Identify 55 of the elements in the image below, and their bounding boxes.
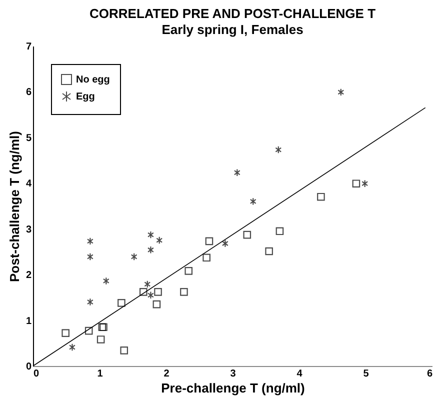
- point: [317, 192, 325, 201]
- point: [69, 343, 76, 352]
- y-axis-title: Post-challenge T (ng/ml): [6, 131, 22, 282]
- point: [144, 280, 151, 288]
- point: [86, 252, 94, 261]
- y-tick-label: 5: [26, 132, 32, 144]
- point: [152, 300, 161, 308]
- x-tick-label: 1: [97, 368, 104, 380]
- point: [265, 247, 273, 256]
- chart-subtitle: Early spring I, Females: [162, 22, 304, 37]
- point: [156, 236, 163, 244]
- point: [84, 326, 93, 335]
- y-tick-label: 7: [26, 42, 32, 52]
- x-tick-label: 6: [426, 368, 433, 380]
- point: [250, 198, 256, 206]
- y-tick-label: 6: [26, 87, 32, 98]
- point: [102, 277, 110, 285]
- x-tick-label: 0: [34, 368, 40, 380]
- y-tick-label: 2: [26, 270, 32, 282]
- x-tick-label: 2: [164, 368, 170, 380]
- point: [86, 298, 94, 306]
- point: [62, 329, 70, 337]
- chart-title: CORRELATED PRE AND POST-CHALLENGE T: [89, 6, 376, 21]
- point: [202, 254, 210, 262]
- point: [222, 240, 228, 248]
- point: [275, 146, 282, 154]
- point: [147, 230, 154, 239]
- x-tick-label: 3: [230, 368, 236, 380]
- point: [362, 180, 368, 188]
- x-tick-label: 5: [363, 368, 370, 380]
- point: [118, 299, 126, 307]
- point: [180, 288, 188, 296]
- x-tick-label: 4: [296, 368, 303, 380]
- point: [139, 288, 148, 296]
- point: [86, 237, 94, 246]
- point: [352, 180, 360, 188]
- point: [205, 237, 214, 246]
- y-tick-label: 0: [26, 362, 32, 372]
- point: [130, 252, 138, 261]
- x-axis-title: Pre-challenge T (ng/ml): [161, 380, 305, 396]
- point: [243, 230, 252, 239]
- point: [147, 246, 154, 254]
- point: [184, 267, 193, 275]
- y-tick-label: 3: [26, 224, 32, 236]
- point: [96, 336, 105, 344]
- point: [120, 346, 128, 354]
- legend-label: Egg: [76, 92, 95, 102]
- y-tick-label: 1: [26, 316, 32, 327]
- point: [147, 291, 154, 300]
- point: [154, 288, 162, 296]
- point: [234, 168, 240, 177]
- point: [338, 88, 344, 96]
- y-tick-label: 4: [26, 178, 32, 190]
- legend-label: No egg: [76, 74, 110, 86]
- point: [276, 227, 284, 236]
